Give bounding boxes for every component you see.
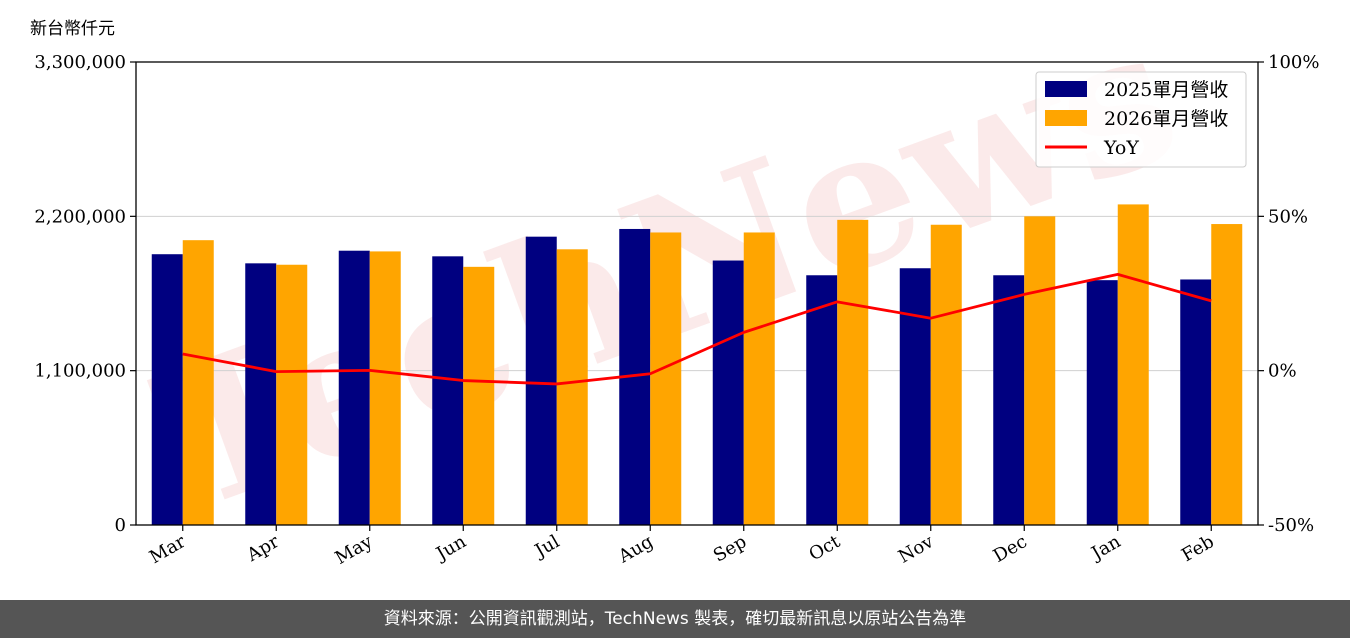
legend-swatch-2: [1045, 110, 1087, 126]
x-tick-label-dec: Dec: [990, 531, 1031, 567]
bar-series2-apr: [276, 264, 308, 525]
legend-box: [1035, 71, 1247, 168]
legend-label-2: 2026單月營收: [1104, 108, 1228, 130]
bar-series2-jan: [1117, 204, 1149, 525]
y-right-tick-label: 50%: [1268, 206, 1308, 227]
x-tick-label-jan: Jan: [1086, 531, 1124, 565]
bar-series2-oct: [837, 219, 869, 525]
y-left-tick-label: 1,100,000: [34, 361, 126, 382]
bar-series2-dec: [1024, 216, 1056, 526]
x-tick-label-mar: Mar: [146, 531, 190, 568]
bar-series1-nov: [899, 268, 931, 525]
bars: [151, 204, 1243, 526]
bar-series1-may: [338, 250, 370, 525]
legend-label-1: 2025單月營收: [1104, 79, 1228, 101]
bar-series1-dec: [993, 275, 1025, 525]
bar-series1-sep: [712, 260, 744, 525]
bar-series2-nov: [930, 224, 962, 525]
legend-swatch-1: [1045, 81, 1087, 97]
y-right-tick-label: 0%: [1268, 361, 1297, 382]
y-left-tick-label: 0: [115, 515, 126, 536]
x-tick-label-oct: Oct: [805, 531, 844, 566]
bar-series1-apr: [245, 263, 277, 525]
bar-series1-jul: [525, 236, 557, 525]
y-axis-unit-label: 新台幣仟元: [30, 19, 115, 39]
bar-series2-jul: [556, 249, 588, 525]
bar-series1-oct: [806, 275, 838, 525]
y-left-tick-label: 3,300,000: [34, 52, 126, 73]
x-tick-label-feb: Feb: [1178, 531, 1218, 566]
bar-series1-jun: [432, 256, 464, 525]
legend: 2025單月營收 2026單月營收 YoY: [1035, 71, 1247, 168]
y-left-tick-label: 2,200,000: [34, 206, 126, 227]
yoy-line: [182, 272, 1212, 386]
bar-series2-aug: [650, 232, 682, 525]
legend-label-3: YoY: [1103, 137, 1139, 159]
y-right-tick-label: 100%: [1268, 52, 1319, 73]
bar-series2-sep: [743, 232, 775, 525]
bar-series1-jan: [1086, 280, 1118, 525]
x-tick-label-may: May: [332, 531, 377, 569]
bar-series1-feb: [1180, 279, 1212, 525]
x-tick-label-nov: Nov: [895, 531, 938, 568]
bar-series2-feb: [1211, 224, 1243, 526]
bar-series2-mar: [182, 240, 214, 525]
x-tick-label-jun: Jun: [431, 531, 470, 566]
x-tick-label-jul: Jul: [530, 531, 564, 563]
yoy-line-layer: [182, 272, 1212, 386]
plot-frame: [135, 61, 1259, 526]
bar-series1-mar: [151, 254, 183, 525]
revenue-chart: TechNews 01,100,0002,200,0003,300,000-50…: [34, 0, 1319, 569]
source-footer: 資料來源：公開資訊觀測站，TechNews 製表，確切最新訊息以原站公告為準: [0, 600, 1350, 638]
x-tick-label-aug: Aug: [614, 531, 657, 568]
bar-series2-may: [369, 251, 401, 525]
bar-series2-jun: [463, 266, 495, 525]
x-tick-label-sep: Sep: [710, 531, 750, 566]
y-right-tick-label: -50%: [1268, 515, 1314, 536]
